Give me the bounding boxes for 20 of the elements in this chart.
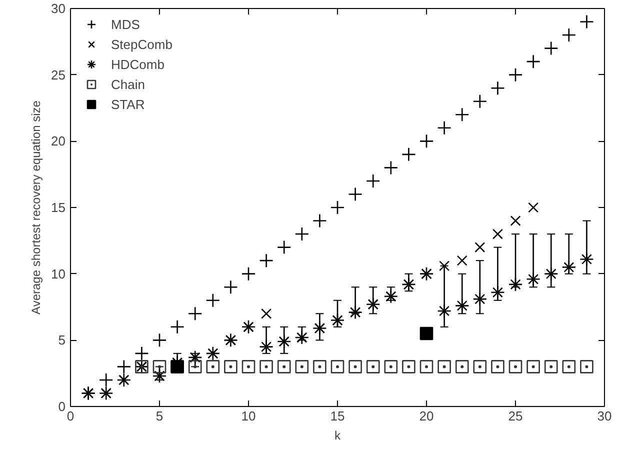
- x-tick-label: 5: [156, 408, 164, 424]
- y-axis-title: Average shortest recovery equation size: [29, 100, 44, 314]
- legend-label: STAR: [111, 96, 145, 112]
- legend-label: StepComb: [111, 36, 172, 52]
- x-tick-label: 30: [597, 408, 612, 424]
- legend-label: HDComb: [111, 56, 164, 72]
- x-tick-label: 25: [508, 408, 523, 424]
- legend-label: MDS: [111, 16, 140, 32]
- legend-label: Chain: [111, 76, 145, 92]
- y-tick-label: 10: [51, 266, 66, 282]
- x-axis-title: k: [334, 428, 342, 442]
- y-tick-label: 25: [51, 67, 66, 82]
- y-tick-label: 20: [51, 134, 66, 149]
- x-tick-label: 10: [241, 408, 256, 424]
- x-tick-label: 15: [330, 408, 345, 424]
- y-tick-label: 30: [51, 1, 66, 16]
- x-tick-label: 20: [419, 408, 434, 424]
- y-tick-label: 0: [58, 399, 66, 414]
- y-tick-label: 5: [58, 332, 66, 348]
- y-tick-label: 15: [51, 200, 66, 215]
